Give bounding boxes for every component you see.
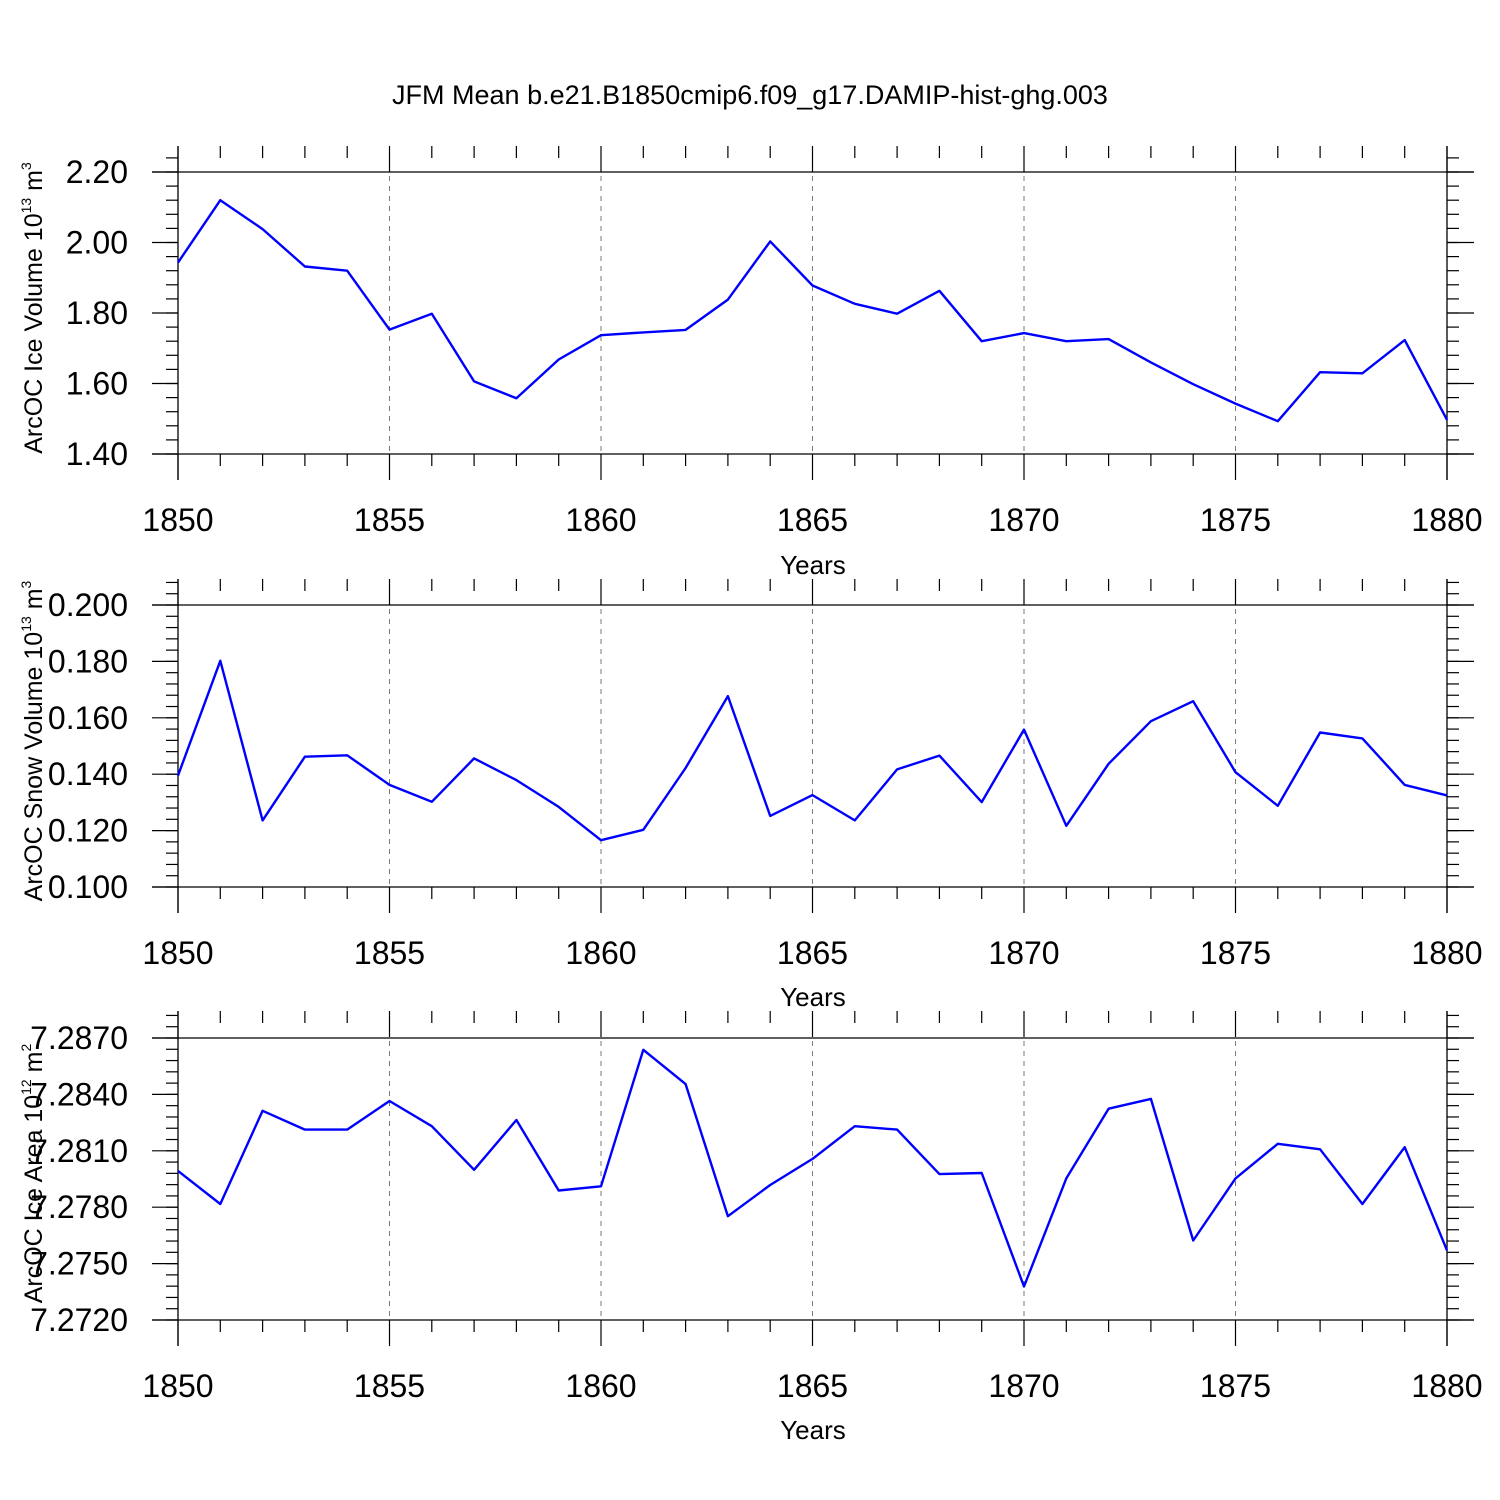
x-tick-label: 1880 [1411, 502, 1482, 538]
x-tick-label: 1870 [988, 1368, 1059, 1404]
x-tick-label: 1865 [777, 1368, 848, 1404]
series-line [177, 198, 1449, 423]
y-tick-label: 7.2870 [30, 1020, 128, 1056]
y-tick-label: 2.20 [66, 154, 128, 190]
x-axis-title: Years [780, 1415, 846, 1445]
y-tick-label: 0.120 [48, 813, 128, 849]
y-tick-label: 7.2720 [30, 1302, 128, 1338]
y-tick-label: 0.140 [48, 756, 128, 792]
x-tick-label: 1875 [1200, 1368, 1271, 1404]
x-tick-label: 1880 [1411, 1368, 1482, 1404]
x-tick-label: 1865 [777, 502, 848, 538]
x-tick-label: 1855 [354, 1368, 425, 1404]
chart-title: JFM Mean b.e21.B1850cmip6.f09_g17.DAMIP-… [392, 80, 1108, 110]
y-tick-label: 1.40 [66, 436, 128, 472]
series-line [177, 1048, 1449, 1288]
x-tick-label: 1880 [1411, 935, 1482, 971]
y-tick-label: 7.2780 [30, 1189, 128, 1225]
x-axis-title: Years [780, 550, 846, 580]
y-tick-label: 1.80 [66, 295, 128, 331]
x-tick-label: 1875 [1200, 502, 1271, 538]
x-tick-label: 1860 [565, 502, 636, 538]
y-axis-title: ArcOC Ice Area 1012 m2 [18, 1044, 48, 1304]
y-tick-label: 0.100 [48, 869, 128, 905]
x-tick-label: 1855 [354, 935, 425, 971]
x-tick-label: 1870 [988, 502, 1059, 538]
panel-3: 1850 1855 1860 1865 1870 1875 1880 7.2720 7.2750… [18, 1011, 1483, 1445]
panel-2: 1850 1855 1860 1865 1870 1875 1880 0.100 0.120 0.… [18, 579, 1483, 1012]
x-tick-label: 1860 [565, 935, 636, 971]
y-tick-label: 0.160 [48, 700, 128, 736]
x-axis-title: Years [780, 982, 846, 1012]
x-tick-label: 1870 [988, 935, 1059, 971]
y-tick-label: 7.2840 [30, 1076, 128, 1112]
x-tick-label: 1860 [565, 1368, 636, 1404]
x-tick-label: 1850 [142, 502, 213, 538]
y-tick-label: 7.2750 [30, 1246, 128, 1282]
x-tick-label: 1855 [354, 502, 425, 538]
x-tick-label: 1865 [777, 935, 848, 971]
y-tick-label: 0.180 [48, 643, 128, 679]
y-axis-title: ArcOC Snow Volume 1013 m3 [18, 580, 48, 901]
y-tick-label: 1.60 [66, 366, 128, 402]
x-tick-label: 1875 [1200, 935, 1271, 971]
y-axis-title: ArcOC Ice Volume 1013 m3 [18, 162, 48, 454]
x-tick-label: 1850 [142, 1368, 213, 1404]
panel-1: 1850 1855 1860 1865 1870 1875 1880 1.40 1.60 1.80… [18, 146, 1483, 580]
series-line [176, 659, 1448, 842]
y-tick-label: 7.2810 [30, 1133, 128, 1169]
x-tick-label: 1850 [142, 935, 213, 971]
y-tick-label: 2.00 [66, 225, 128, 261]
y-tick-label: 0.200 [48, 587, 128, 623]
